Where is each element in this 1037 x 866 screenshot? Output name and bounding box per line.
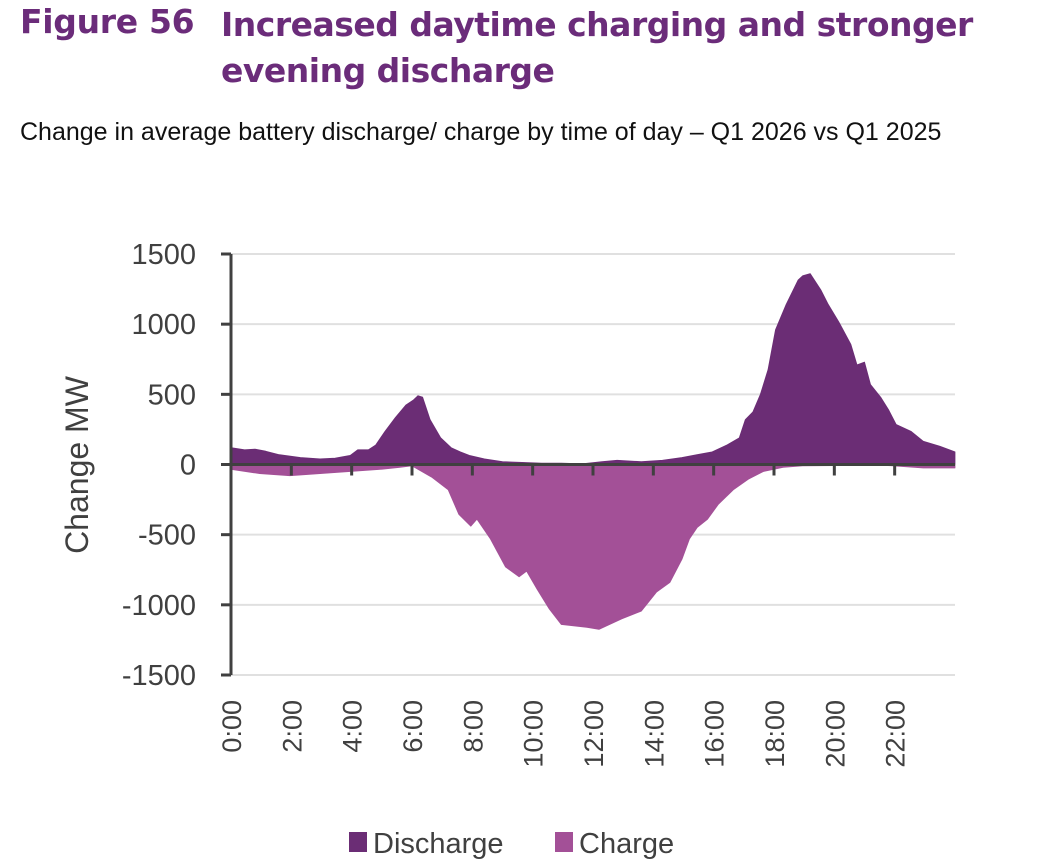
figure-title: Increased daytime charging and stronger … [221,5,973,90]
y-tick-label: 0 [180,450,196,482]
y-axis-title: Change MW [59,375,95,554]
chart-subtitle: Change in average battery discharge/ cha… [20,118,942,146]
y-tick-label: 1000 [131,309,196,341]
x-tick-label: 4:00 [338,700,368,753]
x-tick-label: 20:00 [820,700,850,768]
x-tick-label: 14:00 [639,700,669,768]
legend-swatch-discharge [349,832,367,852]
x-axis-ticks: 0:00 2:00 4:00 6:00 8:00 10:00 12:00 14:00 16:00… [217,464,911,768]
x-tick-label: 8:00 [458,700,488,753]
x-tick-label: 10:00 [519,700,549,768]
x-tick-label: 18:00 [760,700,790,768]
y-tick-label: -500 [138,520,196,552]
x-tick-label: 0:00 [217,700,247,753]
x-tick-label: 22:00 [881,700,911,768]
y-tick-label: -1500 [122,660,196,692]
x-tick-label: 16:00 [700,700,730,768]
legend: Discharge Charge [349,828,674,860]
area-discharge [230,273,956,465]
figure-number: Figure 56 [20,2,195,41]
legend-swatch-charge [555,832,573,852]
plot-area [230,273,956,630]
x-tick-label: 12:00 [579,700,609,768]
legend-label-discharge: Discharge [373,828,504,860]
y-tick-label: 1500 [131,239,196,271]
x-tick-label: 2:00 [277,700,307,753]
area-charge [230,464,956,630]
y-tick-label: -1000 [122,590,196,622]
y-axis-ticks: 1500 1000 500 0 -500 -1000 -1500 [122,239,231,692]
x-tick-label: 6:00 [398,700,428,753]
y-tick-label: 500 [148,379,196,411]
legend-label-charge: Charge [579,828,674,860]
